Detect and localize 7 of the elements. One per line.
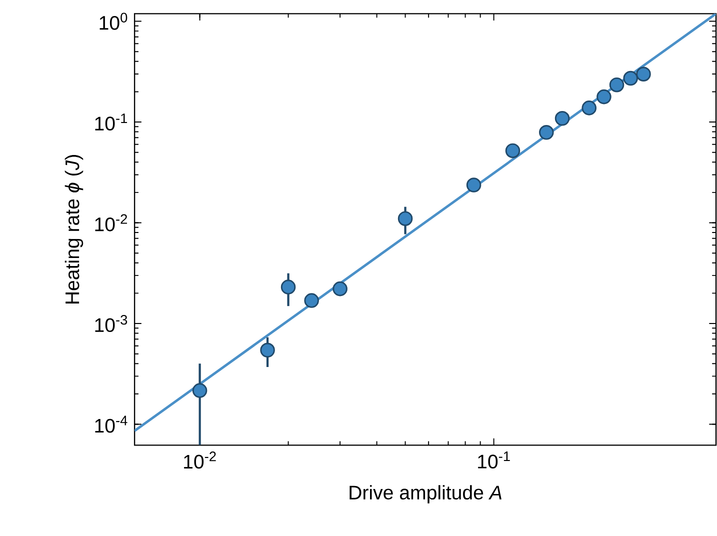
y-tick-label: 10$^{-3}$ <box>95 314 128 332</box>
y-axis-title: Heating rate ϕ (J) <box>64 154 84 304</box>
y-tick-label: 10$^{-4}$ <box>95 416 128 433</box>
y-tick-label: 10$^{0}$ <box>100 12 128 30</box>
y-tick-label: 10$^{-2}$ <box>95 214 127 232</box>
x-axis-title: Drive amplitude A <box>350 485 502 504</box>
y-tick-label: 10$^{-1}$ <box>95 114 128 130</box>
